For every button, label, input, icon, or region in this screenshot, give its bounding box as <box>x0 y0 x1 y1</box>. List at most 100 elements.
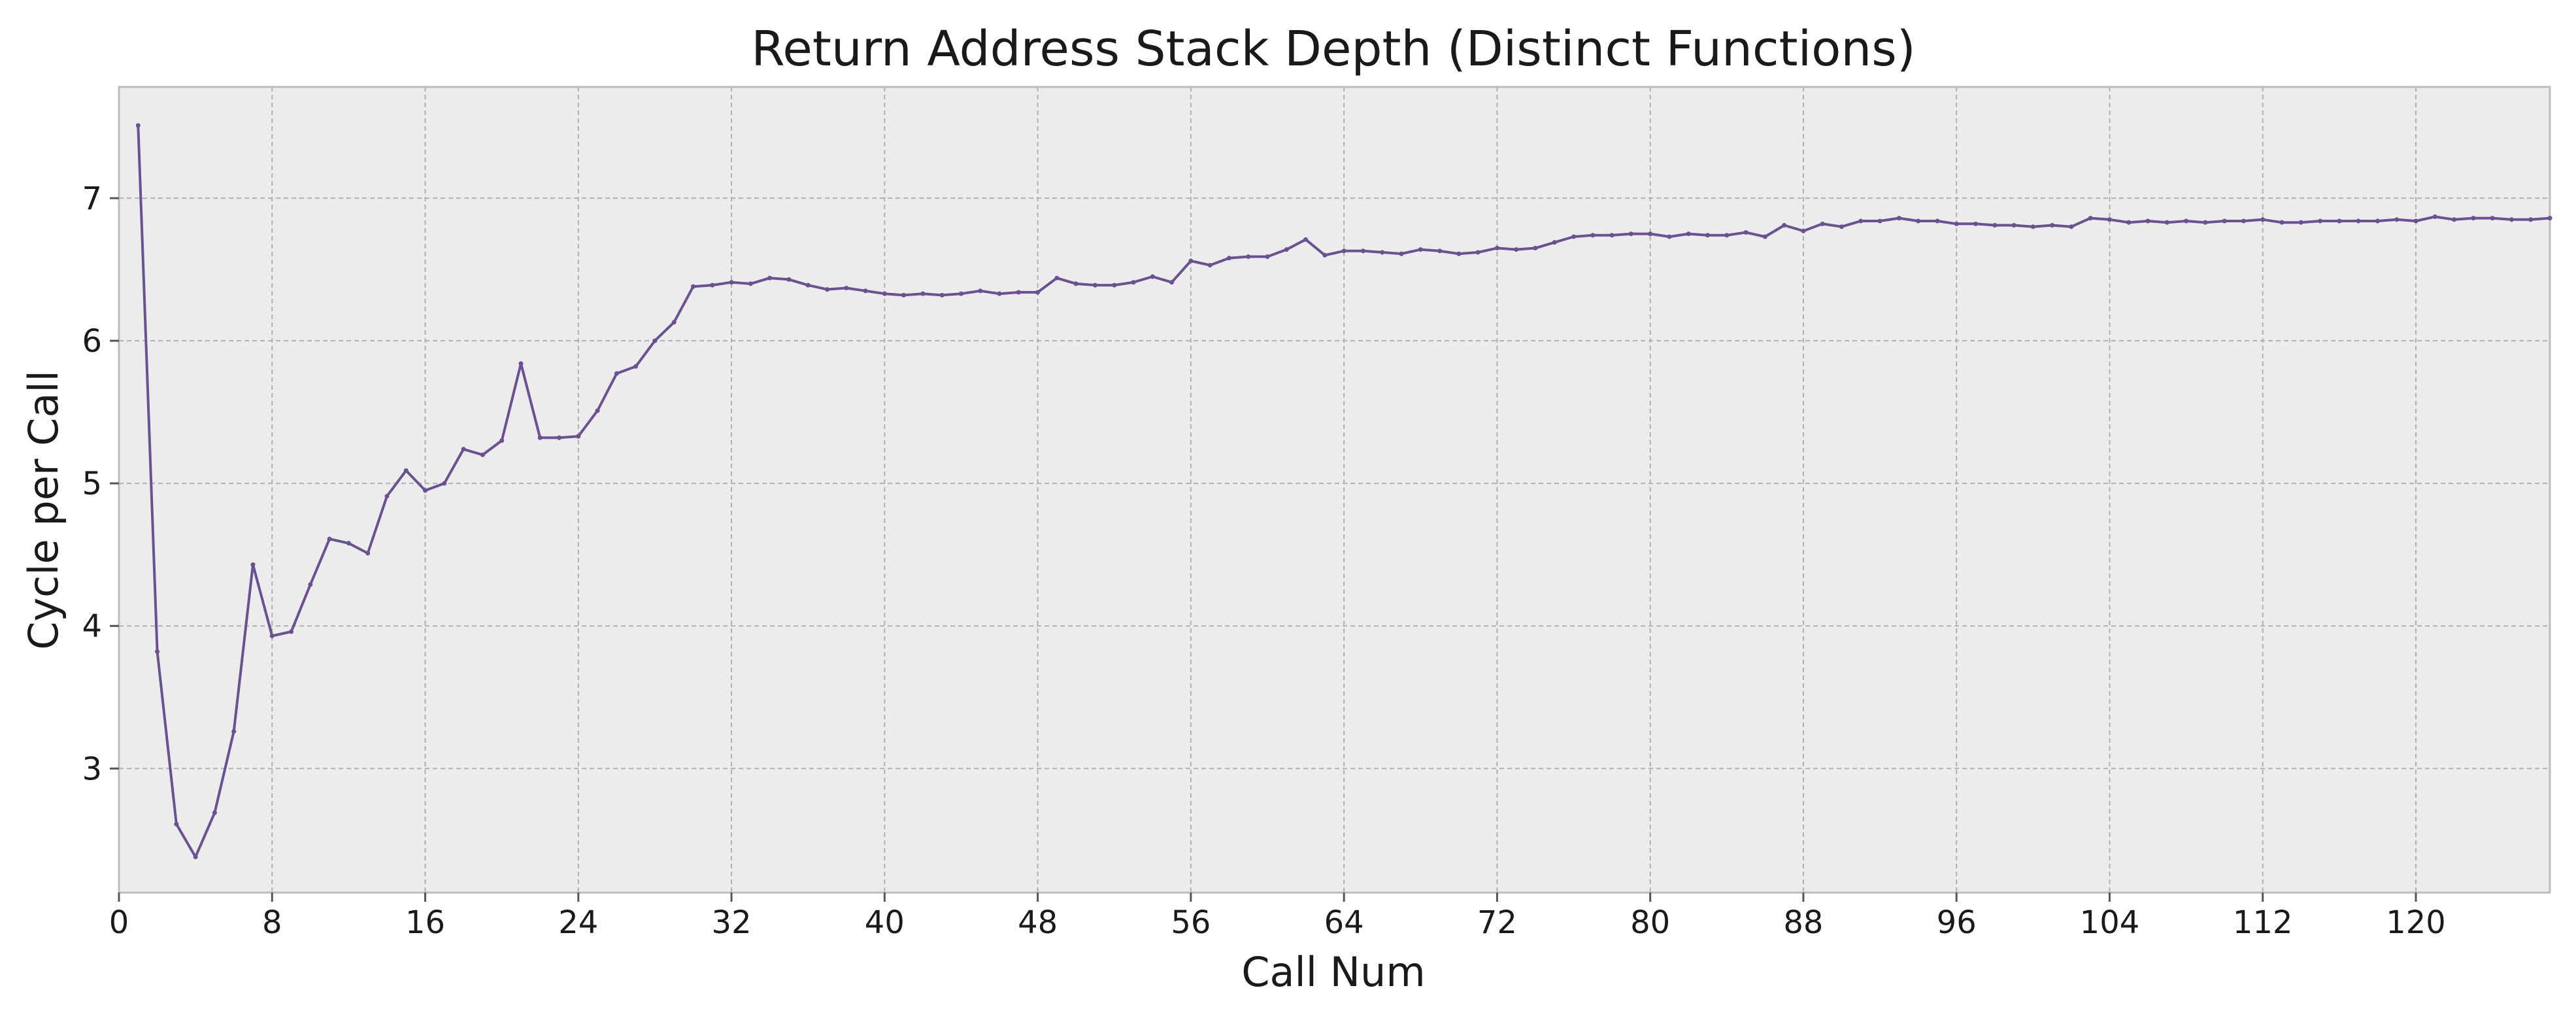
data-point <box>2432 214 2437 219</box>
data-point <box>461 447 466 452</box>
data-point <box>1935 218 1940 224</box>
y-tick-label: 6 <box>82 323 102 360</box>
data-point <box>2222 218 2227 224</box>
data-point <box>2107 217 2112 222</box>
data-point <box>1169 280 1175 285</box>
data-point <box>2547 216 2552 221</box>
data-point <box>1380 250 1385 255</box>
data-point <box>2145 218 2150 224</box>
data-point <box>2471 216 2476 221</box>
data-point <box>2356 218 2361 224</box>
data-point <box>1035 290 1041 295</box>
data-point <box>1341 248 1347 254</box>
data-point <box>729 280 734 285</box>
data-point <box>2490 216 2495 221</box>
data-point <box>1973 221 1978 226</box>
data-point <box>2164 220 2169 225</box>
y-tick-label: 5 <box>82 466 102 502</box>
data-point <box>2030 224 2035 230</box>
data-point <box>863 288 868 294</box>
data-point <box>1667 234 1672 239</box>
data-point <box>1858 218 1864 224</box>
data-point <box>671 320 677 325</box>
data-point <box>1839 224 1845 230</box>
data-point <box>1073 281 1079 286</box>
data-point <box>1724 233 1730 238</box>
data-point <box>2241 218 2246 224</box>
x-tick-label: 24 <box>558 904 598 941</box>
x-tick-label: 120 <box>2386 904 2446 941</box>
data-point <box>2413 218 2418 224</box>
data-point <box>614 371 619 376</box>
data-point <box>155 649 160 654</box>
data-point <box>1992 223 1998 228</box>
data-point <box>920 291 926 296</box>
data-point <box>997 291 1002 296</box>
data-point <box>1743 230 1748 235</box>
x-tick-label: 96 <box>1937 904 1977 941</box>
data-point <box>748 281 753 286</box>
grid-lines <box>119 87 2550 893</box>
plot-frame <box>118 86 2551 894</box>
data-point <box>2528 217 2534 222</box>
plot-area <box>119 87 2550 893</box>
x-tick-label: 48 <box>1018 904 1058 941</box>
data-point <box>786 277 792 282</box>
data-point <box>2298 220 2303 225</box>
data-point <box>1648 231 1653 237</box>
data-point <box>1188 258 1194 264</box>
data-point <box>250 562 256 567</box>
data-point <box>2069 224 2074 230</box>
data-point <box>1322 252 1328 258</box>
x-tick-label: 32 <box>712 904 752 941</box>
data-point <box>403 468 409 473</box>
data-point <box>1494 245 1499 250</box>
data-point <box>1418 247 1423 252</box>
data-point <box>442 481 447 486</box>
x-tick-label: 112 <box>2233 904 2293 941</box>
data-point <box>1054 275 1060 281</box>
data-point <box>1437 248 1443 254</box>
x-tick-label: 16 <box>405 904 445 941</box>
data-point <box>1226 256 1231 261</box>
data-point <box>805 282 811 288</box>
data-point <box>269 634 275 639</box>
data-point <box>2126 220 2132 225</box>
data-point <box>1399 251 1404 256</box>
data-point <box>1092 282 1097 288</box>
data-point <box>882 291 887 296</box>
data-point <box>824 287 829 292</box>
data-point <box>576 434 581 439</box>
x-tick-label: 88 <box>1783 904 1823 941</box>
data-point <box>289 629 294 634</box>
data-point <box>1284 247 1289 252</box>
data-point <box>499 438 505 443</box>
data-point <box>518 361 524 366</box>
y-tick-label: 4 <box>82 608 102 645</box>
data-point <box>423 488 428 493</box>
y-tick-label: 7 <box>82 180 102 217</box>
data-point <box>2184 218 2189 224</box>
y-axis-label: Cycle per Call <box>20 370 67 650</box>
data-point <box>2452 217 2457 222</box>
data-point <box>978 288 983 294</box>
x-tick-label: 0 <box>109 904 129 941</box>
data-point <box>2260 217 2266 222</box>
y-tick-label: 3 <box>82 751 102 787</box>
data-point <box>1686 231 1691 237</box>
data-point <box>595 408 600 413</box>
data-point <box>557 435 562 440</box>
data-point <box>1514 247 1519 252</box>
data-point <box>193 854 198 859</box>
data-point <box>633 364 639 369</box>
data-point <box>135 123 141 128</box>
data-point <box>2394 217 2400 222</box>
x-axis-label: Call Num <box>1241 948 1426 996</box>
data-point <box>1916 218 1921 224</box>
x-tick-label: 80 <box>1630 904 1670 941</box>
data-point <box>384 494 390 499</box>
data-point <box>1877 218 1882 224</box>
data-point <box>1590 233 1596 238</box>
x-tick-label: 56 <box>1171 904 1211 941</box>
